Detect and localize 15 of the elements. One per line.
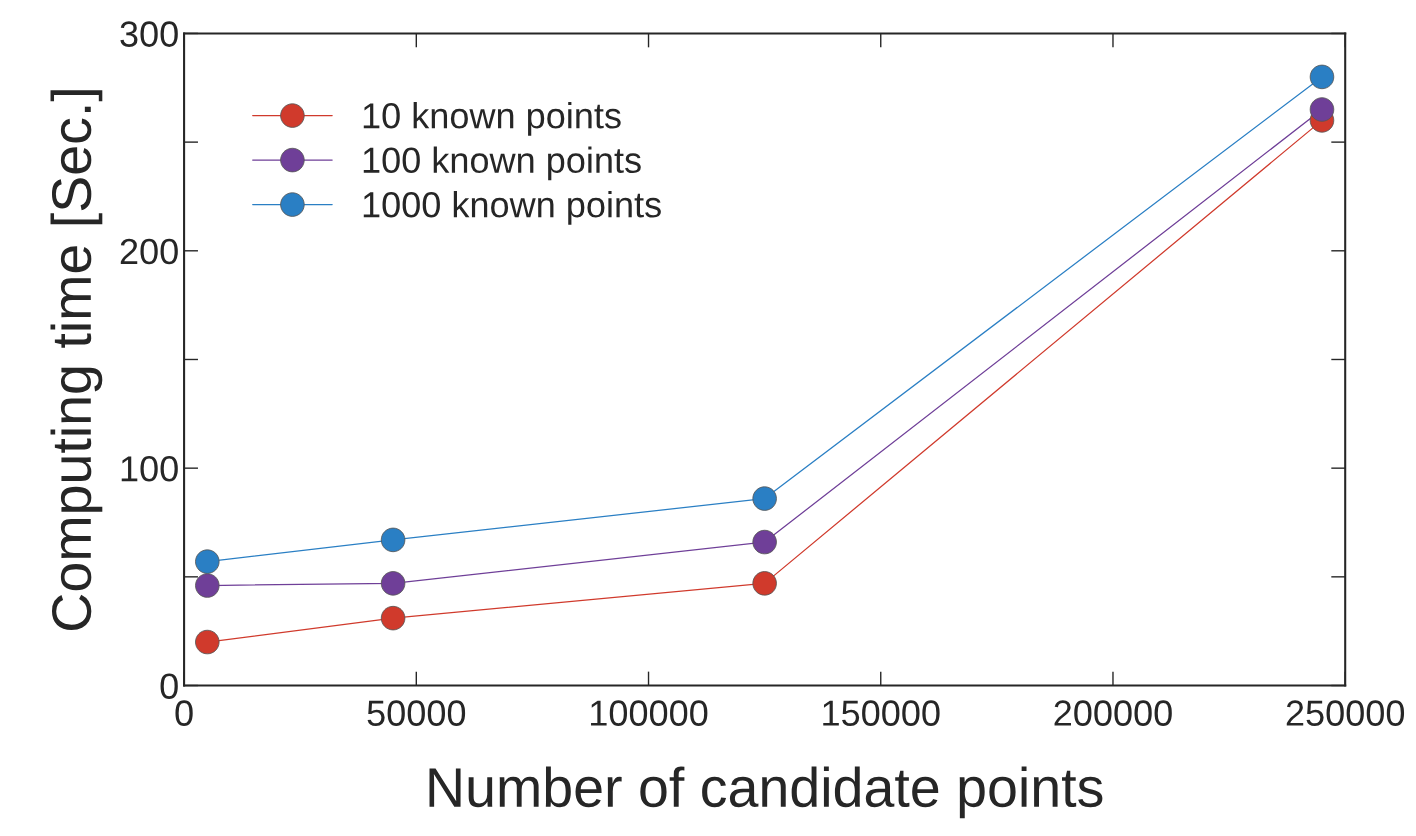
x-axis-title: Number of candidate points (429, 766, 1103, 819)
point (195, 549, 220, 574)
y-tick-label: 0 (160, 673, 178, 699)
x-tick-label: 250000 (1286, 700, 1405, 726)
x-tick-label: 150000 (823, 700, 940, 726)
y-axis-title: Computing time [Sec.] (50, 90, 103, 630)
y-tick-label: 300 (120, 21, 178, 47)
y-tick-label: 100 (121, 456, 178, 482)
y-tick-label: 200 (120, 238, 178, 265)
x-tick-label: 200000 (1054, 700, 1172, 726)
legend-label: 100 known points (363, 146, 641, 181)
legend-label: 1000 known points (363, 191, 661, 225)
legend-label: 10 known points (363, 102, 621, 136)
x-tick-label: 100000 (591, 700, 708, 726)
x-tick-label: 50000 (367, 700, 466, 726)
